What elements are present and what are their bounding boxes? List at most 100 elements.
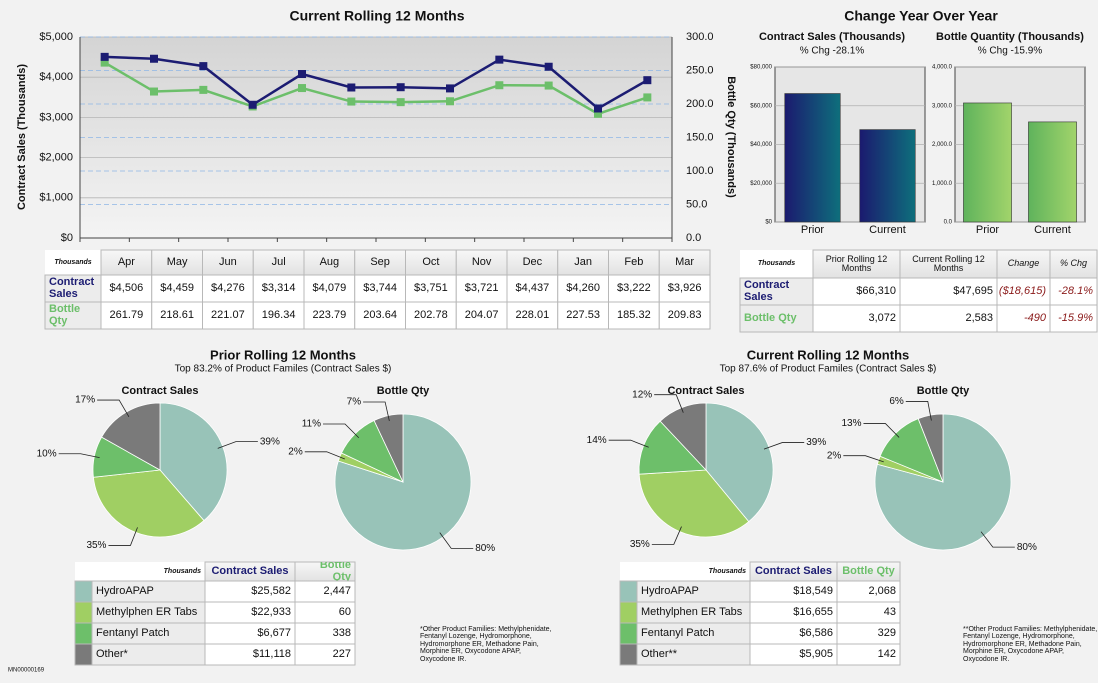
legend-entry-text: HydroAPAP bbox=[96, 584, 154, 597]
bar bbox=[1028, 121, 1077, 223]
leader-line bbox=[863, 423, 900, 438]
y-tick-label: $5,000 bbox=[39, 31, 73, 43]
legend-swatch bbox=[619, 580, 638, 603]
table-cell: 60 bbox=[339, 606, 351, 618]
series-marker bbox=[298, 84, 306, 93]
data-label: 209.83 bbox=[668, 309, 702, 321]
table-header: Bottle Qty bbox=[842, 564, 895, 577]
data-label: $3,222 bbox=[617, 282, 651, 294]
table-header-text: Jul bbox=[271, 255, 286, 268]
data-label-box bbox=[202, 301, 254, 330]
table-header: Prior Rolling 12 Months bbox=[826, 254, 888, 273]
table-header-box bbox=[151, 249, 203, 276]
data-label: 39% bbox=[260, 436, 280, 447]
table-cell: 43 bbox=[884, 606, 896, 618]
legend-entry: Fentanyl Patch bbox=[641, 627, 714, 639]
footnote-text: *Other Product Families: Methylphenidate… bbox=[420, 626, 552, 663]
table-cell-text: -490 bbox=[1023, 311, 1046, 324]
data-label-text: $3,751 bbox=[414, 281, 448, 294]
data-label-box bbox=[506, 301, 559, 330]
leader-line bbox=[905, 401, 932, 421]
y2-tick-label: 150.0 bbox=[686, 131, 714, 143]
data-label: 35% bbox=[86, 540, 106, 551]
series-marker bbox=[248, 100, 257, 109]
data-label-text: 261.79 bbox=[109, 308, 144, 321]
table-header: Oct bbox=[422, 256, 439, 268]
table-cell-text: ($18,615) bbox=[998, 284, 1046, 297]
table-cell-text: -28.1% bbox=[1058, 284, 1093, 297]
chart-subtitle: % Chg -28.1% bbox=[800, 46, 865, 57]
data-label-box bbox=[658, 301, 711, 330]
table-header: Contract Sales bbox=[211, 565, 288, 577]
series-marker bbox=[347, 97, 356, 106]
legend-entry: Bottle Qty bbox=[49, 303, 80, 326]
data-label-text: 221.07 bbox=[211, 308, 245, 321]
leader-line bbox=[843, 455, 884, 463]
chart-title: Bottle Quantity (Thousands) bbox=[936, 31, 1084, 43]
series-marker bbox=[495, 81, 504, 90]
table-cell-text: 329 bbox=[877, 626, 896, 639]
data-label: 6% bbox=[889, 396, 904, 407]
section-subtitle: Top 87.6% of Product Familes (Contract S… bbox=[720, 364, 937, 375]
table-cell-text: -15.9% bbox=[1058, 311, 1093, 324]
x-tick-label: Prior bbox=[801, 224, 825, 236]
table-cell: $11,118 bbox=[253, 648, 291, 660]
table-cell: 3,072 bbox=[868, 312, 896, 324]
data-label-box bbox=[252, 274, 305, 303]
data-label: $4,459 bbox=[160, 282, 194, 294]
section-title: Prior Rolling 12 Months bbox=[210, 347, 356, 362]
series-marker bbox=[594, 104, 602, 113]
table-header: Change bbox=[1008, 259, 1040, 268]
legend-entry-text: Fentanyl Patch bbox=[96, 626, 170, 639]
series-marker bbox=[643, 93, 652, 102]
pie-title: Contract Sales bbox=[121, 385, 198, 397]
y-tick-label: $2,000 bbox=[39, 152, 73, 164]
table-header: Sep bbox=[370, 255, 390, 268]
data-label-text: 228.01 bbox=[515, 308, 550, 321]
data-label: 221.07 bbox=[211, 308, 245, 321]
series-line bbox=[104, 61, 648, 116]
data-label-box bbox=[354, 274, 406, 303]
leader-line bbox=[980, 531, 1015, 548]
table-header-text: Contract Sales bbox=[754, 564, 833, 577]
row-label-text: Bottle Qty bbox=[744, 311, 797, 324]
data-label-text: $4,506 bbox=[109, 281, 144, 294]
table-cell: 2,583 bbox=[965, 311, 993, 324]
table-header-text: Bottle Qty bbox=[842, 564, 895, 577]
table-corner-text: Thousands bbox=[54, 258, 92, 266]
row-label-text: Contract Sales bbox=[744, 278, 790, 303]
data-label: $4,079 bbox=[313, 282, 347, 294]
data-label-text: $3,314 bbox=[261, 281, 296, 294]
y2-tick-label: 50.0 bbox=[686, 198, 707, 210]
table-header-box bbox=[252, 249, 305, 276]
table-header: Current Rolling 12 Months bbox=[912, 254, 985, 273]
y-tick-label: 2,000.0 bbox=[932, 142, 953, 148]
table-header: Nov bbox=[472, 256, 492, 268]
data-label-text: 203.64 bbox=[363, 308, 397, 321]
series-marker bbox=[150, 54, 158, 63]
data-label-text: $3,926 bbox=[667, 281, 702, 294]
table-header-text: Jun bbox=[219, 255, 237, 268]
y-tick-label: $60,000 bbox=[750, 103, 772, 109]
table-cell-text: $47,695 bbox=[953, 284, 993, 297]
table-cell-text: 2,583 bbox=[965, 311, 993, 324]
leader-line bbox=[97, 399, 130, 417]
table-header-text: May bbox=[166, 255, 188, 268]
table-cell: 338 bbox=[333, 627, 351, 639]
y2-tick-label: 250.0 bbox=[686, 64, 714, 76]
data-label-box bbox=[303, 274, 356, 303]
table-header: Dec bbox=[523, 256, 543, 268]
table-cell-text: $5,905 bbox=[799, 647, 833, 660]
data-label: 204.07 bbox=[465, 309, 499, 321]
legend-swatch bbox=[619, 622, 638, 645]
y2-tick-label: 300.0 bbox=[686, 31, 714, 43]
table-cell: $47,695 bbox=[953, 284, 993, 297]
table-corner: Thousands bbox=[758, 260, 795, 267]
series-line bbox=[104, 55, 648, 110]
data-label: $3,721 bbox=[465, 282, 499, 294]
row-label: Bottle Qty bbox=[744, 311, 797, 324]
table-cell: $22,933 bbox=[251, 606, 291, 618]
legend-entry: HydroAPAP bbox=[96, 584, 154, 597]
table-header-text: Sep bbox=[370, 255, 390, 268]
row-label: Contract Sales bbox=[744, 278, 790, 303]
